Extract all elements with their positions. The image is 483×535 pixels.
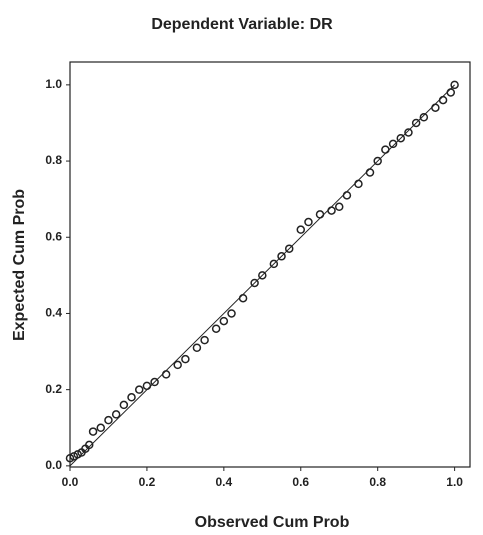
y-axis-label: Expected Cum Prob: [11, 189, 28, 341]
y-tick-label: 0.2: [45, 382, 62, 396]
point: [96, 423, 106, 433]
x-tick-label: 0.4: [216, 475, 233, 489]
point: [269, 259, 279, 269]
point: [411, 118, 421, 128]
point: [104, 415, 113, 425]
point: [373, 156, 382, 166]
point: [127, 393, 136, 402]
point: [142, 381, 152, 391]
point: [450, 80, 459, 90]
point: [304, 217, 313, 227]
y-tick-label: 1.0: [45, 77, 62, 91]
point: [342, 191, 352, 200]
point: [181, 354, 190, 364]
x-axis-label: Observed Cum Prob: [195, 514, 350, 531]
point: [258, 271, 267, 280]
chart-title: Dependent Variable: DR: [151, 16, 333, 33]
point: [334, 202, 344, 212]
point: [161, 370, 171, 379]
point: [284, 244, 294, 253]
point: [192, 343, 202, 352]
point: [419, 112, 429, 122]
plot-frame: [69, 61, 471, 468]
point: [119, 400, 129, 410]
point: [365, 168, 375, 177]
x-tick-label: 0.2: [139, 475, 156, 489]
point: [381, 145, 390, 154]
point: [396, 133, 406, 143]
x-tick-label: 0.0: [62, 475, 79, 489]
point: [446, 88, 456, 97]
point: [277, 252, 286, 261]
point: [200, 335, 209, 345]
point: [354, 179, 363, 189]
point: [111, 410, 121, 419]
point: [150, 377, 159, 387]
point: [388, 139, 398, 149]
point: [88, 427, 98, 436]
point: [404, 128, 413, 137]
point: [211, 324, 221, 333]
y-tick-label: 0.0: [45, 458, 62, 472]
point: [327, 206, 336, 215]
y-tick-label: 0.4: [45, 306, 62, 320]
point: [296, 225, 306, 234]
point: [250, 278, 259, 288]
y-tick-label: 0.8: [45, 153, 62, 167]
point: [238, 293, 248, 303]
point: [219, 316, 229, 326]
point: [431, 103, 440, 112]
x-tick-label: 0.8: [369, 475, 386, 489]
y-tick-label: 0.6: [45, 229, 62, 243]
reference-line: [69, 84, 455, 467]
point: [134, 385, 144, 394]
point: [84, 440, 94, 450]
point: [315, 210, 325, 219]
x-tick-label: 1.0: [446, 475, 463, 489]
point: [438, 95, 448, 105]
point: [227, 309, 236, 318]
x-tick-label: 0.6: [292, 475, 309, 489]
point: [173, 360, 182, 370]
